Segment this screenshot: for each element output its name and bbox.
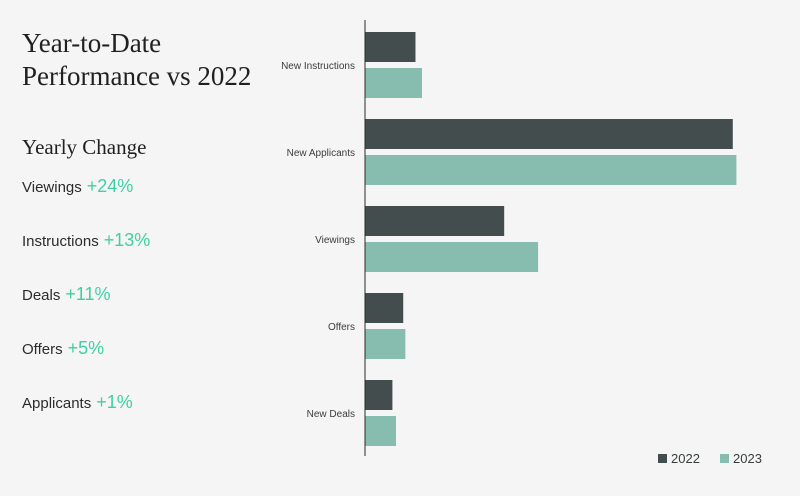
bar-2022-offers [365,293,404,323]
stat-item-offers: Offers +5% [22,338,150,392]
bar-2022-viewings [365,206,505,236]
category-label: Viewings [315,235,355,246]
category-label: New Deals [307,409,355,420]
stat-item-instructions: Instructions +13% [22,230,150,284]
stat-value: +5% [67,338,105,358]
stat-value: +24% [86,176,134,196]
stat-item-deals: Deals +11% [22,284,150,338]
legend-swatch-2023 [720,454,729,463]
title-line: Performance vs 2022 [22,61,252,91]
stat-value: +13% [103,230,151,250]
stat-value: +1% [96,392,133,412]
yearly-change-list: Viewings +24% Instructions +13% Deals +1… [22,176,150,446]
stat-label: Viewings [22,179,82,196]
stat-item-applicants: Applicants +1% [22,392,150,446]
stat-label: Instructions [22,233,99,250]
legend-label-2022: 2022 [671,451,700,466]
bar-2023-new-instructions [365,68,422,98]
category-label: Offers [328,322,355,333]
bar-2022-new-deals [365,380,393,410]
category-label: New Instructions [281,61,355,72]
bar-2023-viewings [365,242,539,272]
bar-2023-new-applicants [365,155,737,185]
category-label: New Applicants [287,148,355,159]
bar-2023-offers [365,329,406,359]
legend-swatch-2022 [658,454,667,463]
page-title: Year-to-Date Performance vs 2022 [22,27,251,93]
bar-2023-new-deals [365,416,397,446]
stat-value: +11% [65,284,111,304]
bar-2022-new-instructions [365,32,416,62]
stat-label: Applicants [22,395,92,412]
summary-panel: Year-to-Date Performance vs 2022 Yearly … [22,0,322,491]
stat-label: Offers [22,341,63,358]
legend-label-2023: 2023 [733,451,762,466]
stat-label: Deals [22,287,61,304]
title-line: Year-to-Date [22,28,162,58]
stat-item-viewings: Viewings +24% [22,176,150,230]
bar-2022-new-applicants [365,119,733,149]
yearly-change-heading: Yearly Change [22,135,147,159]
